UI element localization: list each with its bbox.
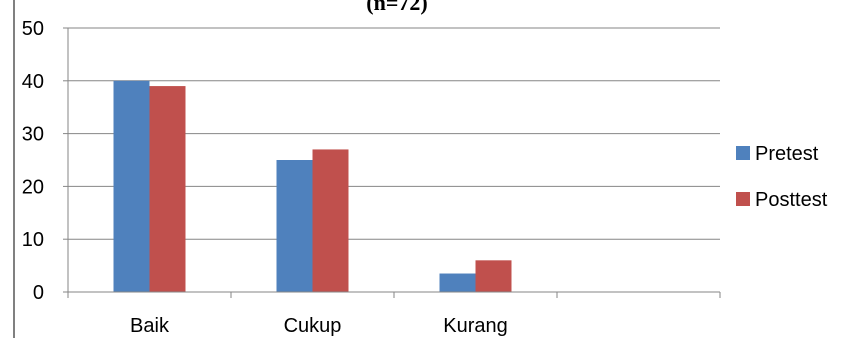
legend-swatch-pretest xyxy=(736,146,750,160)
bar-pretest-cukup xyxy=(276,160,313,292)
bar-posttest-kurang xyxy=(475,260,512,292)
y-axis-ticks: 0 10 20 30 40 50 xyxy=(22,18,69,304)
y-tick-label: 10 xyxy=(22,229,44,251)
y-tick-label: 0 xyxy=(33,282,44,304)
legend-swatch-posttest xyxy=(736,192,750,206)
legend-label-posttest: Posttest xyxy=(755,189,828,211)
legend: Pretest Posttest xyxy=(736,143,828,211)
bar-posttest-cukup xyxy=(312,149,349,292)
x-axis-labels: Baik Cukup Kurang xyxy=(130,315,508,337)
bar-pretest-baik xyxy=(113,80,150,292)
x-axis xyxy=(67,291,721,298)
bar-pretest-kurang xyxy=(439,273,476,292)
x-tick-label: Cukup xyxy=(284,315,342,337)
x-tick-label: Kurang xyxy=(443,315,508,337)
y-tick-label: 20 xyxy=(22,176,44,198)
y-tick-label: 40 xyxy=(22,71,44,93)
x-tick-label: Baik xyxy=(130,315,170,337)
legend-label-pretest: Pretest xyxy=(755,143,819,165)
bars xyxy=(113,80,512,292)
y-tick-label: 30 xyxy=(22,124,44,146)
chart-title: (n=72) xyxy=(366,0,427,15)
bar-posttest-baik xyxy=(149,86,186,292)
y-tick-label: 50 xyxy=(22,18,44,40)
